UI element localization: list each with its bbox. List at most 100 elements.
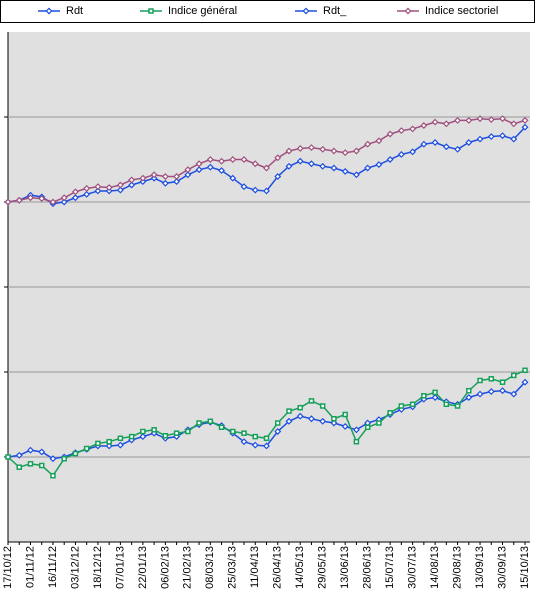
point [364, 164, 372, 172]
point [521, 123, 529, 131]
point [274, 420, 281, 426]
point [341, 149, 349, 157]
x-tick-label: 13/06/13 [339, 546, 351, 589]
point [409, 125, 417, 133]
point [263, 442, 270, 450]
point [38, 462, 45, 469]
x-tick-label: 01/11/12 [24, 546, 36, 588]
point [27, 461, 34, 467]
point [45, 7, 53, 15]
point [487, 133, 495, 140]
x-tick-label: 16/11/12 [47, 546, 59, 588]
point [286, 408, 292, 414]
x-tick-label: 25/03/13 [227, 546, 239, 589]
point [150, 171, 158, 179]
point [308, 415, 315, 423]
x-tick-label: 21/02/13 [182, 546, 194, 589]
point [353, 438, 360, 445]
point [240, 183, 248, 191]
point [341, 167, 349, 175]
point [308, 160, 315, 168]
point [386, 130, 394, 138]
point [397, 150, 405, 158]
point [487, 388, 495, 395]
point [49, 198, 57, 206]
point [116, 186, 124, 194]
point [207, 418, 214, 425]
point [128, 176, 136, 184]
point [375, 137, 383, 145]
point [139, 433, 147, 441]
point [251, 186, 259, 194]
series [5, 367, 528, 479]
point [274, 154, 282, 162]
point [431, 394, 439, 401]
point [251, 441, 259, 449]
point [61, 455, 67, 462]
point [128, 433, 135, 440]
point [251, 160, 259, 168]
point [83, 184, 91, 192]
point [465, 116, 473, 124]
point [161, 179, 169, 187]
point [476, 115, 484, 123]
point [218, 167, 225, 174]
point [476, 135, 484, 143]
point [487, 116, 495, 123]
point [252, 433, 259, 440]
point [206, 163, 214, 171]
x-tick-label: 26/04/13 [272, 546, 284, 589]
point [71, 188, 79, 196]
point [302, 7, 310, 15]
point [195, 160, 203, 168]
point [499, 115, 506, 123]
point [476, 390, 484, 398]
x-tick-label: 30/07/13 [407, 546, 419, 589]
x-tick-label: 30/09/13 [496, 546, 508, 589]
point [465, 139, 473, 146]
point [263, 187, 270, 195]
point [173, 173, 181, 180]
point [95, 440, 101, 447]
point [404, 7, 412, 15]
point [398, 403, 405, 409]
point [105, 442, 113, 450]
x-tick-label: 13/09/13 [474, 546, 486, 589]
point [442, 120, 450, 128]
point [285, 162, 293, 170]
x-tick-label: 07/01/13 [114, 546, 126, 589]
point [319, 145, 327, 153]
point [185, 428, 191, 435]
point [330, 147, 338, 155]
point [148, 8, 154, 14]
point [296, 412, 304, 420]
point [16, 464, 22, 470]
point [94, 183, 102, 191]
legend-label: Rdt [66, 5, 83, 17]
point [432, 389, 438, 396]
point [218, 424, 225, 430]
point [409, 401, 416, 408]
point [263, 435, 270, 442]
point [229, 174, 237, 182]
x-tick-label: 29/08/13 [451, 546, 463, 589]
point [105, 184, 113, 191]
point [330, 164, 338, 172]
legend-label: Indice sectoriel [425, 5, 498, 17]
x-tick-label: 15/10/13 [519, 546, 531, 589]
point [420, 140, 428, 148]
x-tick-label: 03/12/12 [69, 546, 81, 589]
x-tick-label: 18/12/12 [92, 546, 104, 589]
point [139, 174, 147, 182]
point [296, 145, 304, 152]
point [230, 428, 236, 435]
point [285, 417, 293, 425]
point [443, 401, 450, 408]
point [173, 430, 180, 436]
point [499, 387, 506, 395]
point [195, 166, 203, 174]
point [116, 181, 124, 189]
point [38, 448, 46, 456]
point [116, 441, 124, 449]
point [274, 173, 282, 180]
